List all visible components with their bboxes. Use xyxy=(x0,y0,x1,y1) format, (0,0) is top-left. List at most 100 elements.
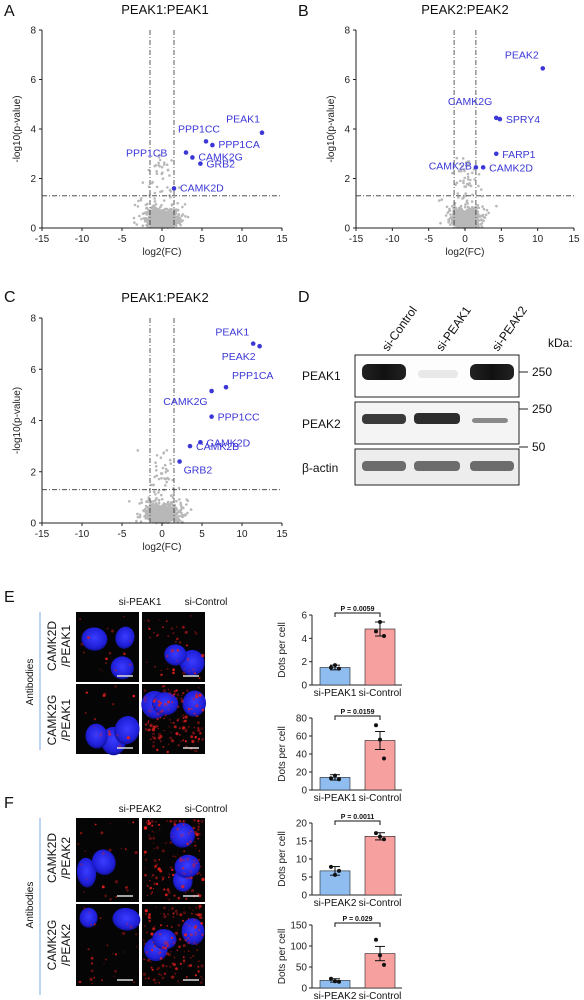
background-point xyxy=(461,221,465,225)
background-point xyxy=(455,156,459,160)
gene-label-ppp1ca: PPP1CA xyxy=(218,139,259,151)
background-point xyxy=(183,203,187,206)
y-tick-label: 0 xyxy=(30,224,36,235)
background-point xyxy=(452,209,455,213)
gene-label-camk2b: CAMK2B xyxy=(429,160,472,172)
y-tick-label: 6 xyxy=(344,75,350,86)
background-point xyxy=(153,191,157,195)
background-point xyxy=(458,223,461,227)
background-point xyxy=(161,210,164,214)
background-point xyxy=(468,225,471,229)
background-point xyxy=(151,502,154,506)
x-axis-label: log2(FC) xyxy=(143,247,182,258)
x-tick-label: -10 xyxy=(385,234,400,245)
background-point xyxy=(471,224,475,227)
background-point xyxy=(132,216,136,220)
background-point xyxy=(180,515,184,519)
background-point xyxy=(482,207,486,211)
pla-dot xyxy=(111,629,114,633)
y-tick-label: 4 xyxy=(30,125,36,136)
background-point xyxy=(446,211,450,215)
gene-label-ppp1ca: PPP1CA xyxy=(232,370,273,382)
highlight-point-peak1 xyxy=(259,130,265,136)
x-tick-label: 15 xyxy=(276,529,288,540)
background-point xyxy=(135,519,138,523)
x-tick-label: 5 xyxy=(199,234,205,245)
background-point xyxy=(152,208,156,211)
background-point xyxy=(172,224,176,227)
background-point xyxy=(161,466,165,470)
band-peak2-sipeak1 xyxy=(414,413,460,424)
background-point xyxy=(153,200,157,203)
background-point xyxy=(154,505,157,508)
marker-250b: 250 xyxy=(532,402,552,416)
background-point xyxy=(141,212,145,215)
background-point xyxy=(157,161,160,165)
background-point xyxy=(175,499,178,503)
highlight-point-peak1 xyxy=(250,341,256,346)
background-point xyxy=(465,199,469,202)
background-point xyxy=(162,199,166,202)
gene-label-camk2g: CAMK2G xyxy=(448,96,492,108)
background-point xyxy=(447,220,450,224)
x-tick-label: -5 xyxy=(118,234,127,245)
gene-label-spry4: SPRY4 xyxy=(506,114,540,126)
background-point xyxy=(186,215,190,219)
background-point xyxy=(186,511,189,515)
background-point xyxy=(181,205,184,209)
background-point xyxy=(470,200,474,203)
background-point xyxy=(158,513,162,517)
background-point xyxy=(454,215,457,218)
highlight-point-ppp1ca xyxy=(223,384,229,390)
background-point xyxy=(456,225,460,228)
background-point xyxy=(152,483,155,487)
background-point xyxy=(154,215,157,219)
background-point xyxy=(162,161,166,164)
background-point xyxy=(169,506,173,510)
x-axis-label: log2(FC) xyxy=(143,542,182,553)
background-point xyxy=(150,517,153,520)
background-point xyxy=(467,163,471,167)
pla-dot xyxy=(128,663,132,667)
background-point xyxy=(451,204,454,208)
background-point xyxy=(160,221,164,224)
background-point xyxy=(470,211,474,215)
background-point xyxy=(160,497,164,501)
background-point xyxy=(461,210,465,213)
background-point xyxy=(151,219,155,222)
highlight-point-ppp1cc xyxy=(203,139,209,144)
background-point xyxy=(141,181,145,184)
background-point xyxy=(449,223,452,226)
background-point xyxy=(137,199,140,203)
gene-label-peak2: PEAK2 xyxy=(222,351,256,363)
background-point xyxy=(165,449,169,452)
background-point xyxy=(151,222,155,225)
background-point xyxy=(155,469,158,472)
pla-dot xyxy=(114,669,117,672)
background-point xyxy=(138,502,141,505)
background-point xyxy=(154,461,157,465)
lane-label-si-peak1: si-PEAK1 xyxy=(433,303,474,353)
background-point xyxy=(154,492,157,496)
background-point xyxy=(466,209,470,212)
background-point xyxy=(145,505,149,509)
background-point xyxy=(153,490,156,494)
background-point xyxy=(465,222,469,225)
background-point xyxy=(480,188,483,191)
gene-label-ppp1cc: PPP1CC xyxy=(178,123,220,135)
background-point xyxy=(155,454,159,457)
lane-label-si-peak2: si-PEAK2 xyxy=(489,303,530,353)
background-point xyxy=(162,451,166,454)
background-point xyxy=(169,224,173,228)
y-tick-label: 6 xyxy=(30,365,36,376)
background-point xyxy=(147,218,150,221)
highlight-point-peak2 xyxy=(257,343,262,349)
background-point xyxy=(471,217,474,220)
gene-label-camk2g: CAMK2G xyxy=(198,151,242,163)
background-point xyxy=(139,520,143,523)
background-point xyxy=(464,192,468,195)
background-point xyxy=(480,225,484,228)
y-axis-label: -log10(p-value) xyxy=(12,95,23,162)
x-tick-label: 0 xyxy=(159,234,165,245)
background-point xyxy=(158,520,161,523)
